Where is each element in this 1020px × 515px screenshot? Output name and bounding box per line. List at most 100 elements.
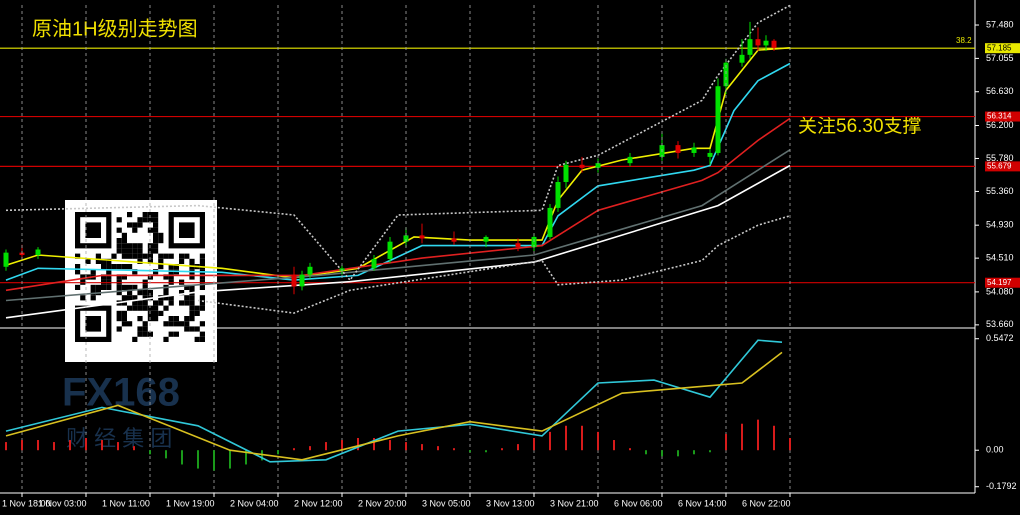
qr-module bbox=[127, 253, 133, 259]
qr-module bbox=[137, 290, 143, 296]
watermark: FX168 bbox=[62, 371, 180, 415]
y-tick-label: -0.1792 bbox=[986, 481, 1017, 491]
histogram-bar bbox=[277, 450, 279, 455]
qr-module bbox=[199, 284, 205, 290]
qr-module bbox=[168, 316, 174, 322]
qr-module bbox=[127, 248, 133, 254]
qr-module bbox=[168, 300, 174, 306]
qr-module bbox=[132, 295, 138, 301]
fib-label: 38.2 bbox=[956, 36, 972, 45]
indicator-line bbox=[5, 351, 783, 461]
qr-module bbox=[95, 258, 101, 264]
histogram-bar bbox=[677, 450, 679, 457]
candle-body bbox=[755, 39, 761, 46]
level-label-box bbox=[985, 277, 1020, 288]
histogram-bar bbox=[405, 442, 407, 451]
candle-body bbox=[35, 249, 41, 256]
candle-body bbox=[723, 62, 729, 87]
qr-module bbox=[90, 284, 96, 290]
y-tick-label: 53.660 bbox=[986, 319, 1014, 329]
qr-module bbox=[75, 284, 81, 290]
qr-module bbox=[137, 331, 143, 337]
qr-module bbox=[80, 274, 86, 280]
histogram-bar bbox=[549, 431, 551, 451]
qr-code bbox=[65, 200, 217, 362]
qr-module bbox=[116, 284, 122, 290]
y-tick-label: 57.480 bbox=[986, 19, 1014, 29]
qr-module bbox=[158, 300, 164, 306]
qr-module bbox=[106, 284, 112, 290]
histogram-bar bbox=[37, 440, 39, 451]
histogram-bar bbox=[261, 450, 263, 461]
histogram-bar bbox=[149, 450, 151, 455]
level-label-box bbox=[985, 43, 1020, 54]
candle-body bbox=[547, 207, 553, 237]
qr-module bbox=[153, 316, 159, 322]
histogram-bar bbox=[53, 442, 55, 451]
histogram-bar bbox=[165, 450, 167, 459]
qr-module bbox=[121, 232, 127, 238]
indicator-line bbox=[5, 339, 783, 463]
qr-module bbox=[116, 264, 122, 270]
y-tick-label: 54.510 bbox=[986, 253, 1014, 263]
qr-module bbox=[121, 248, 127, 254]
qr-module bbox=[142, 331, 148, 337]
histogram-bar bbox=[117, 442, 119, 451]
histogram-bar bbox=[437, 446, 439, 451]
level-label: 54.197 bbox=[987, 278, 1012, 287]
qr-module bbox=[132, 305, 138, 311]
qr-module bbox=[163, 253, 169, 259]
candle-body bbox=[419, 235, 425, 239]
y-tick-label: 57.055 bbox=[986, 53, 1014, 63]
candle-body bbox=[531, 236, 537, 248]
qr-module bbox=[184, 321, 190, 327]
candle-body bbox=[451, 238, 457, 242]
histogram-bar bbox=[373, 437, 375, 451]
histogram-bar bbox=[21, 440, 23, 451]
histogram-bar bbox=[613, 440, 615, 451]
qr-module bbox=[168, 331, 174, 337]
qr-module bbox=[137, 300, 143, 306]
histogram-bar bbox=[597, 431, 599, 451]
qr-module bbox=[111, 253, 117, 259]
x-tick-label: 3 Nov 05:00 bbox=[422, 498, 471, 508]
x-tick-label: 1 Nov 19:00 bbox=[166, 498, 215, 508]
histogram-bar bbox=[565, 425, 567, 451]
qr-module bbox=[137, 305, 143, 311]
qr-module bbox=[127, 222, 133, 228]
candle-body bbox=[707, 152, 713, 157]
qr-module bbox=[127, 284, 133, 290]
indicator-line bbox=[5, 149, 791, 302]
histogram-bar bbox=[229, 450, 231, 469]
qr-module bbox=[153, 269, 159, 275]
level-label: 56.314 bbox=[987, 112, 1012, 121]
qr-module bbox=[127, 295, 133, 301]
qr-module bbox=[147, 258, 153, 264]
qr-module bbox=[127, 243, 133, 249]
qr-module bbox=[189, 295, 195, 301]
candle-body bbox=[299, 274, 305, 287]
x-tick-label: 2 Nov 04:00 bbox=[230, 498, 279, 508]
watermark: 财 经 集 团 bbox=[66, 426, 172, 451]
candle-body bbox=[771, 40, 777, 48]
qr-module bbox=[199, 305, 205, 311]
histogram-bar bbox=[213, 450, 215, 471]
qr-module bbox=[132, 248, 138, 254]
qr-module bbox=[116, 238, 122, 244]
candle-body bbox=[763, 40, 769, 46]
x-tick-label: 6 Nov 14:00 bbox=[678, 498, 727, 508]
qr-module bbox=[95, 284, 101, 290]
histogram-bar bbox=[501, 448, 503, 451]
qr-module bbox=[168, 253, 174, 259]
qr-module bbox=[116, 243, 122, 249]
qr-module bbox=[173, 264, 179, 270]
qr-module bbox=[142, 253, 148, 259]
qr-module bbox=[199, 336, 205, 342]
x-tick-label: 6 Nov 06:00 bbox=[614, 498, 663, 508]
qr-module bbox=[153, 248, 159, 254]
histogram-bar bbox=[693, 450, 695, 455]
qr-module bbox=[194, 336, 200, 342]
histogram-bar bbox=[181, 450, 183, 465]
qr-module bbox=[116, 227, 122, 233]
candle-body bbox=[715, 86, 721, 153]
